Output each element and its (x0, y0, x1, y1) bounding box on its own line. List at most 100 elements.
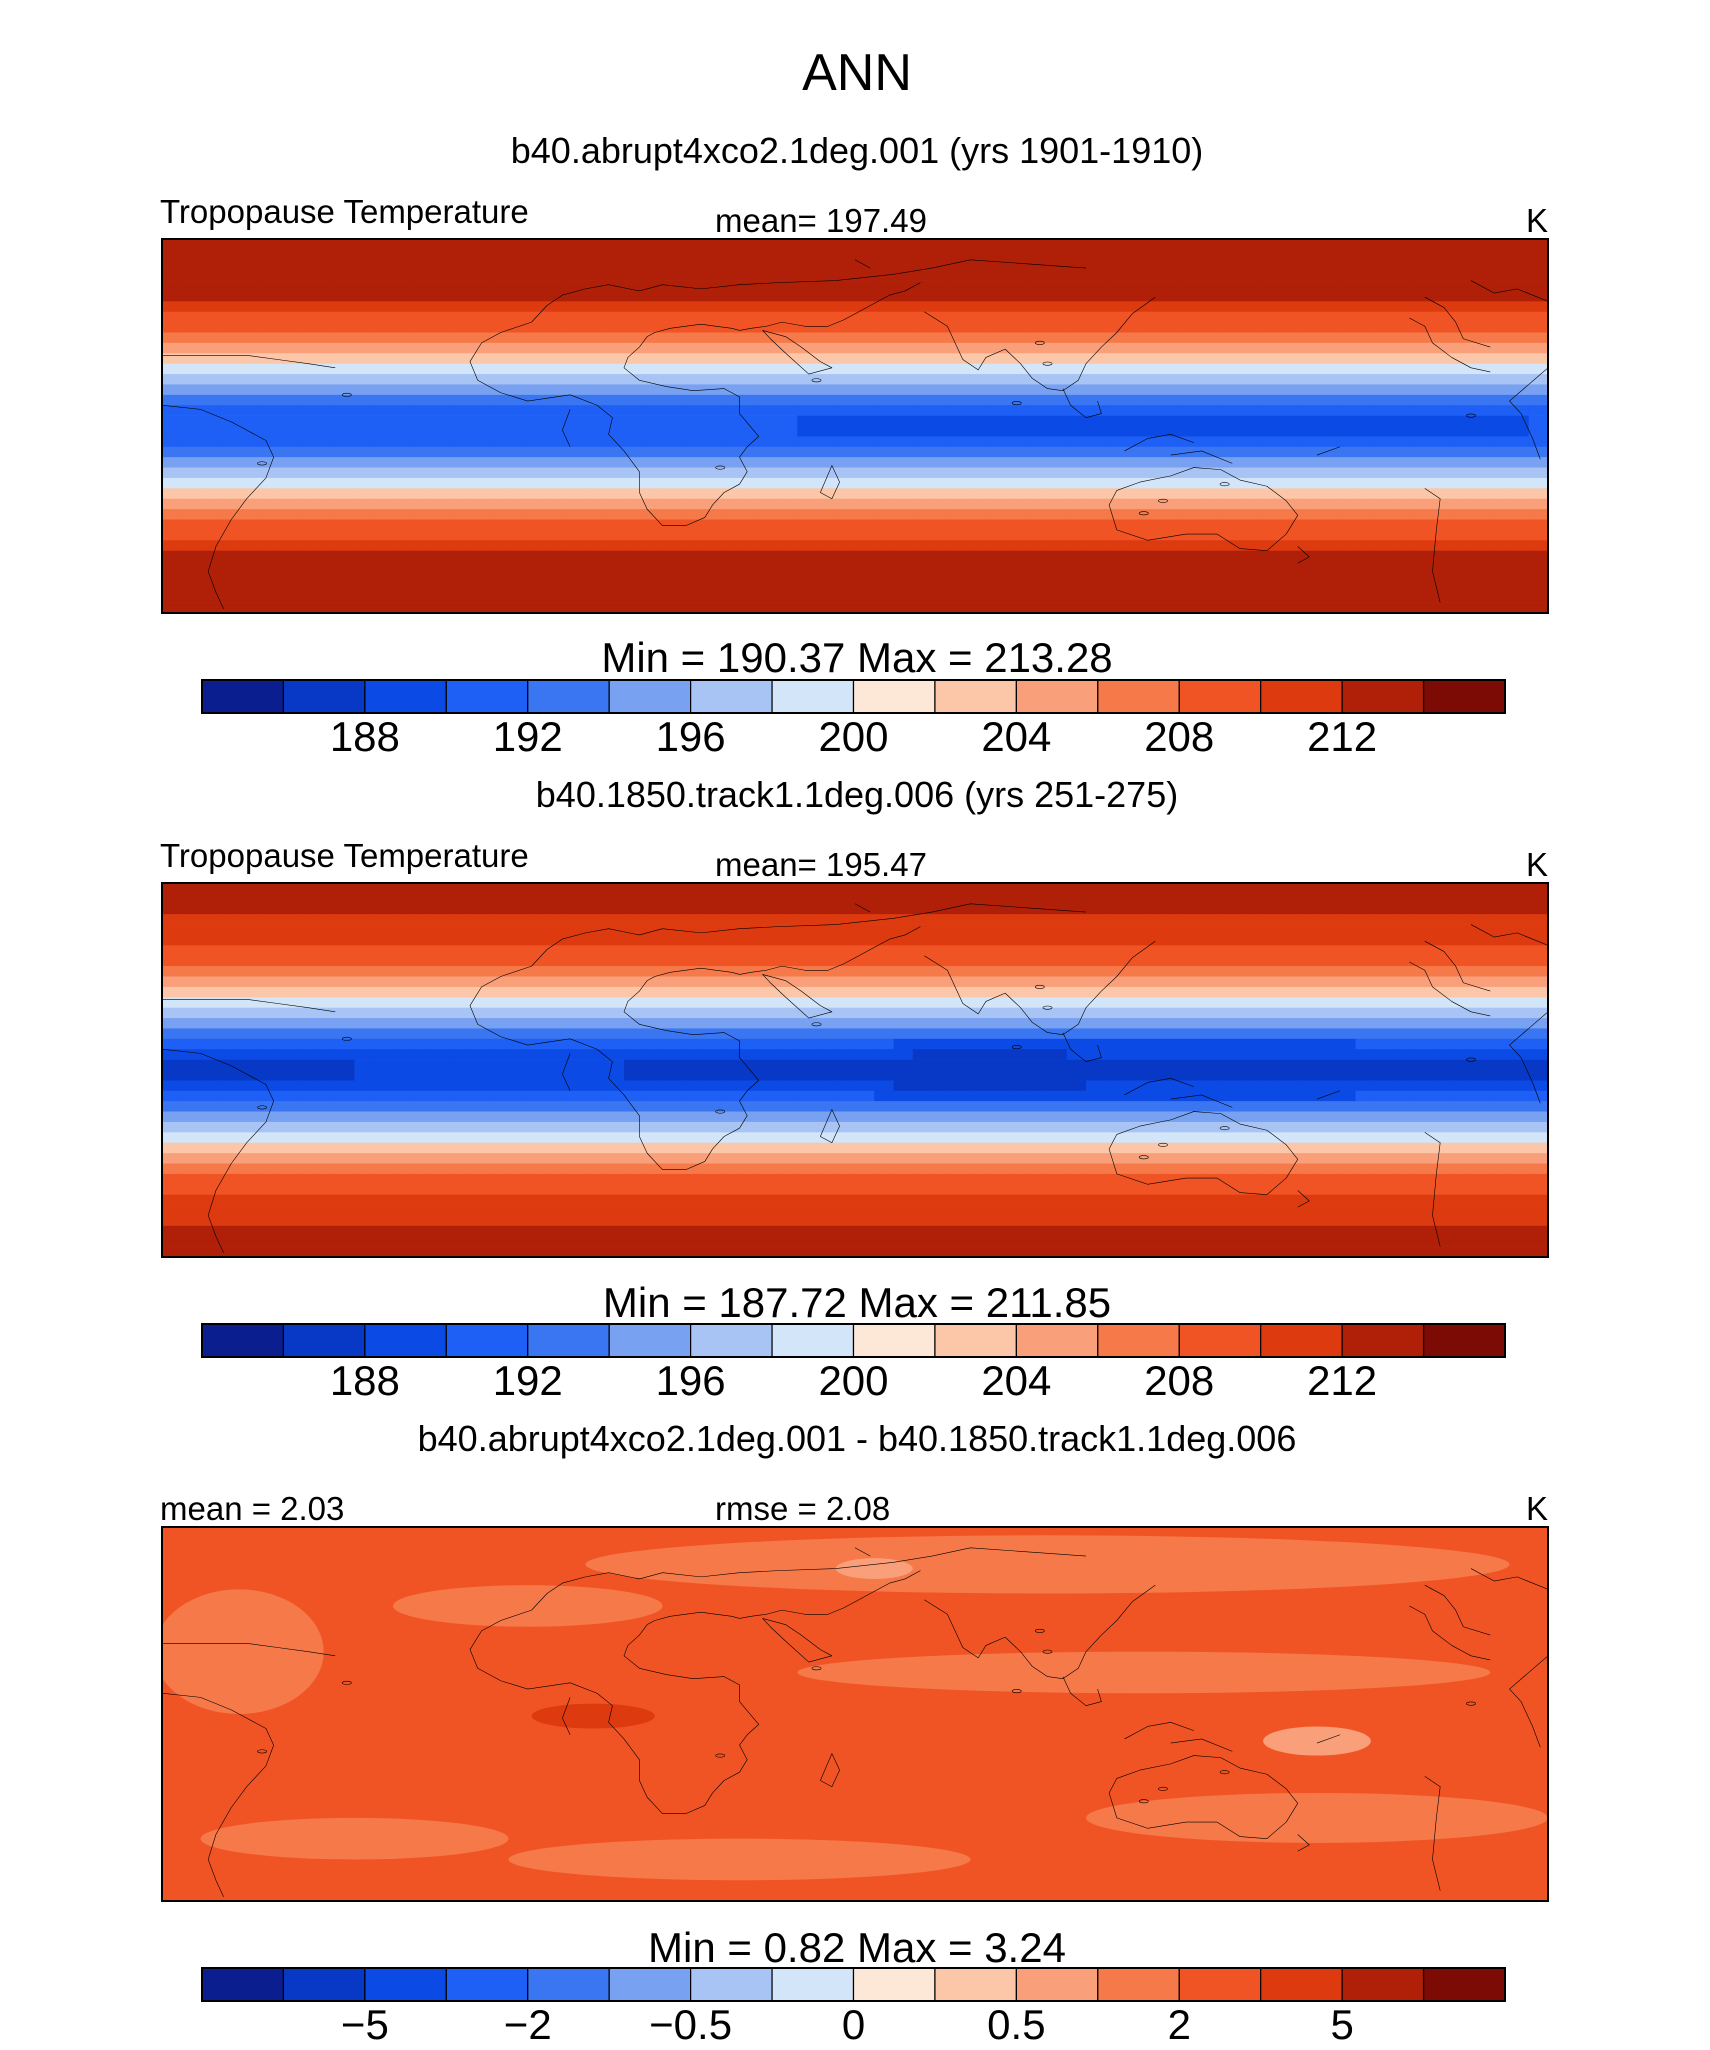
field-cell (1124, 270, 1145, 281)
field-cell (604, 550, 625, 562)
field-cell (1009, 239, 1029, 250)
field-cell (701, 1194, 721, 1206)
field-cell (219, 394, 240, 406)
field-cell (1490, 342, 1511, 354)
field-cell (1451, 488, 1472, 500)
field-cell (393, 934, 413, 946)
field-cell (393, 426, 413, 437)
field-cell (1009, 1049, 1029, 1060)
field-cell (1509, 415, 1530, 427)
field-cell (681, 270, 702, 281)
field-cell (701, 311, 721, 323)
field-cell (1259, 602, 1280, 613)
field-cell (797, 342, 818, 354)
field-cell (1240, 883, 1260, 894)
field-cell (1028, 1111, 1049, 1123)
field-cell (1394, 342, 1414, 354)
field-cell (874, 1028, 895, 1040)
field-cell (316, 976, 336, 988)
field-cell (1336, 1132, 1357, 1144)
field-cell (547, 322, 567, 333)
field-cell (450, 1038, 471, 1050)
field-cell (1528, 1205, 1548, 1216)
field-cell (1355, 934, 1376, 946)
field-cell (1297, 914, 1318, 925)
field-cell (412, 477, 433, 489)
field-cell (296, 259, 317, 271)
field-cell (855, 1070, 875, 1081)
field-cell (296, 883, 317, 894)
field-cell (1105, 1111, 1126, 1123)
field-cell (1143, 488, 1164, 500)
field-cell (912, 945, 933, 957)
field-cell (681, 239, 702, 250)
field-cell (932, 997, 952, 1008)
field-cell (162, 893, 182, 905)
field-cell (1086, 561, 1106, 572)
field-cell (1009, 519, 1029, 531)
field-cell (1259, 363, 1280, 375)
field-cell (527, 353, 548, 364)
field-cell (489, 311, 510, 323)
field-cell (1143, 602, 1164, 613)
field-cell (1066, 1070, 1087, 1081)
field-cell (373, 1101, 394, 1112)
field-cell (1278, 1194, 1299, 1206)
field-cell (797, 883, 818, 894)
field-cell (624, 997, 644, 1008)
field-cell (874, 571, 895, 583)
coastline (1425, 297, 1490, 347)
field-cell (1182, 290, 1203, 302)
field-cell (816, 1194, 837, 1206)
field-cell (335, 374, 356, 385)
field-cell (1394, 1080, 1414, 1092)
field-cell (739, 1184, 760, 1195)
field-cell (797, 924, 818, 936)
field-cell (643, 602, 664, 613)
field-cell (258, 966, 279, 977)
field-cell (470, 914, 490, 925)
field-cell (1336, 332, 1357, 344)
field-cell (1490, 374, 1511, 385)
field-cell (758, 934, 779, 946)
field-cell (893, 986, 914, 998)
field-cell (1105, 592, 1126, 603)
field-cell (316, 457, 336, 468)
field-cell (739, 1070, 760, 1081)
field-cell (662, 1194, 683, 1206)
field-cell (989, 924, 1010, 936)
field-cell (874, 322, 895, 333)
field-cell (1028, 415, 1049, 427)
field-cell (1336, 550, 1357, 562)
field-cell (1066, 498, 1087, 510)
field-cell (258, 581, 279, 593)
field-cell (1394, 426, 1414, 437)
field-cell (547, 415, 567, 427)
field-cell (855, 1007, 875, 1019)
field-cell (778, 394, 798, 406)
field-cell (1009, 1018, 1029, 1029)
field-cell (874, 592, 895, 603)
field-cell (566, 914, 587, 925)
field-cell (1047, 592, 1068, 603)
field-cell (1509, 467, 1530, 479)
field-cell (181, 311, 202, 323)
field-cell (1259, 239, 1280, 250)
field-cell (720, 363, 741, 375)
field-cell (778, 1028, 798, 1040)
field-cell (354, 498, 375, 510)
field-cell (258, 270, 279, 281)
field-cell (701, 602, 721, 613)
field-cell (1201, 1184, 1222, 1195)
field-cell (1432, 1121, 1453, 1133)
field-cell (1451, 581, 1472, 593)
field-cell (855, 415, 875, 427)
field-cell (431, 1153, 452, 1164)
field-cell (373, 374, 394, 385)
field-cell (162, 945, 182, 957)
field-cell (643, 1111, 664, 1123)
panel-2-units: K (1526, 846, 1548, 883)
field-cell (1066, 239, 1087, 250)
field-cell (1297, 571, 1318, 583)
field-cell (431, 1038, 452, 1050)
